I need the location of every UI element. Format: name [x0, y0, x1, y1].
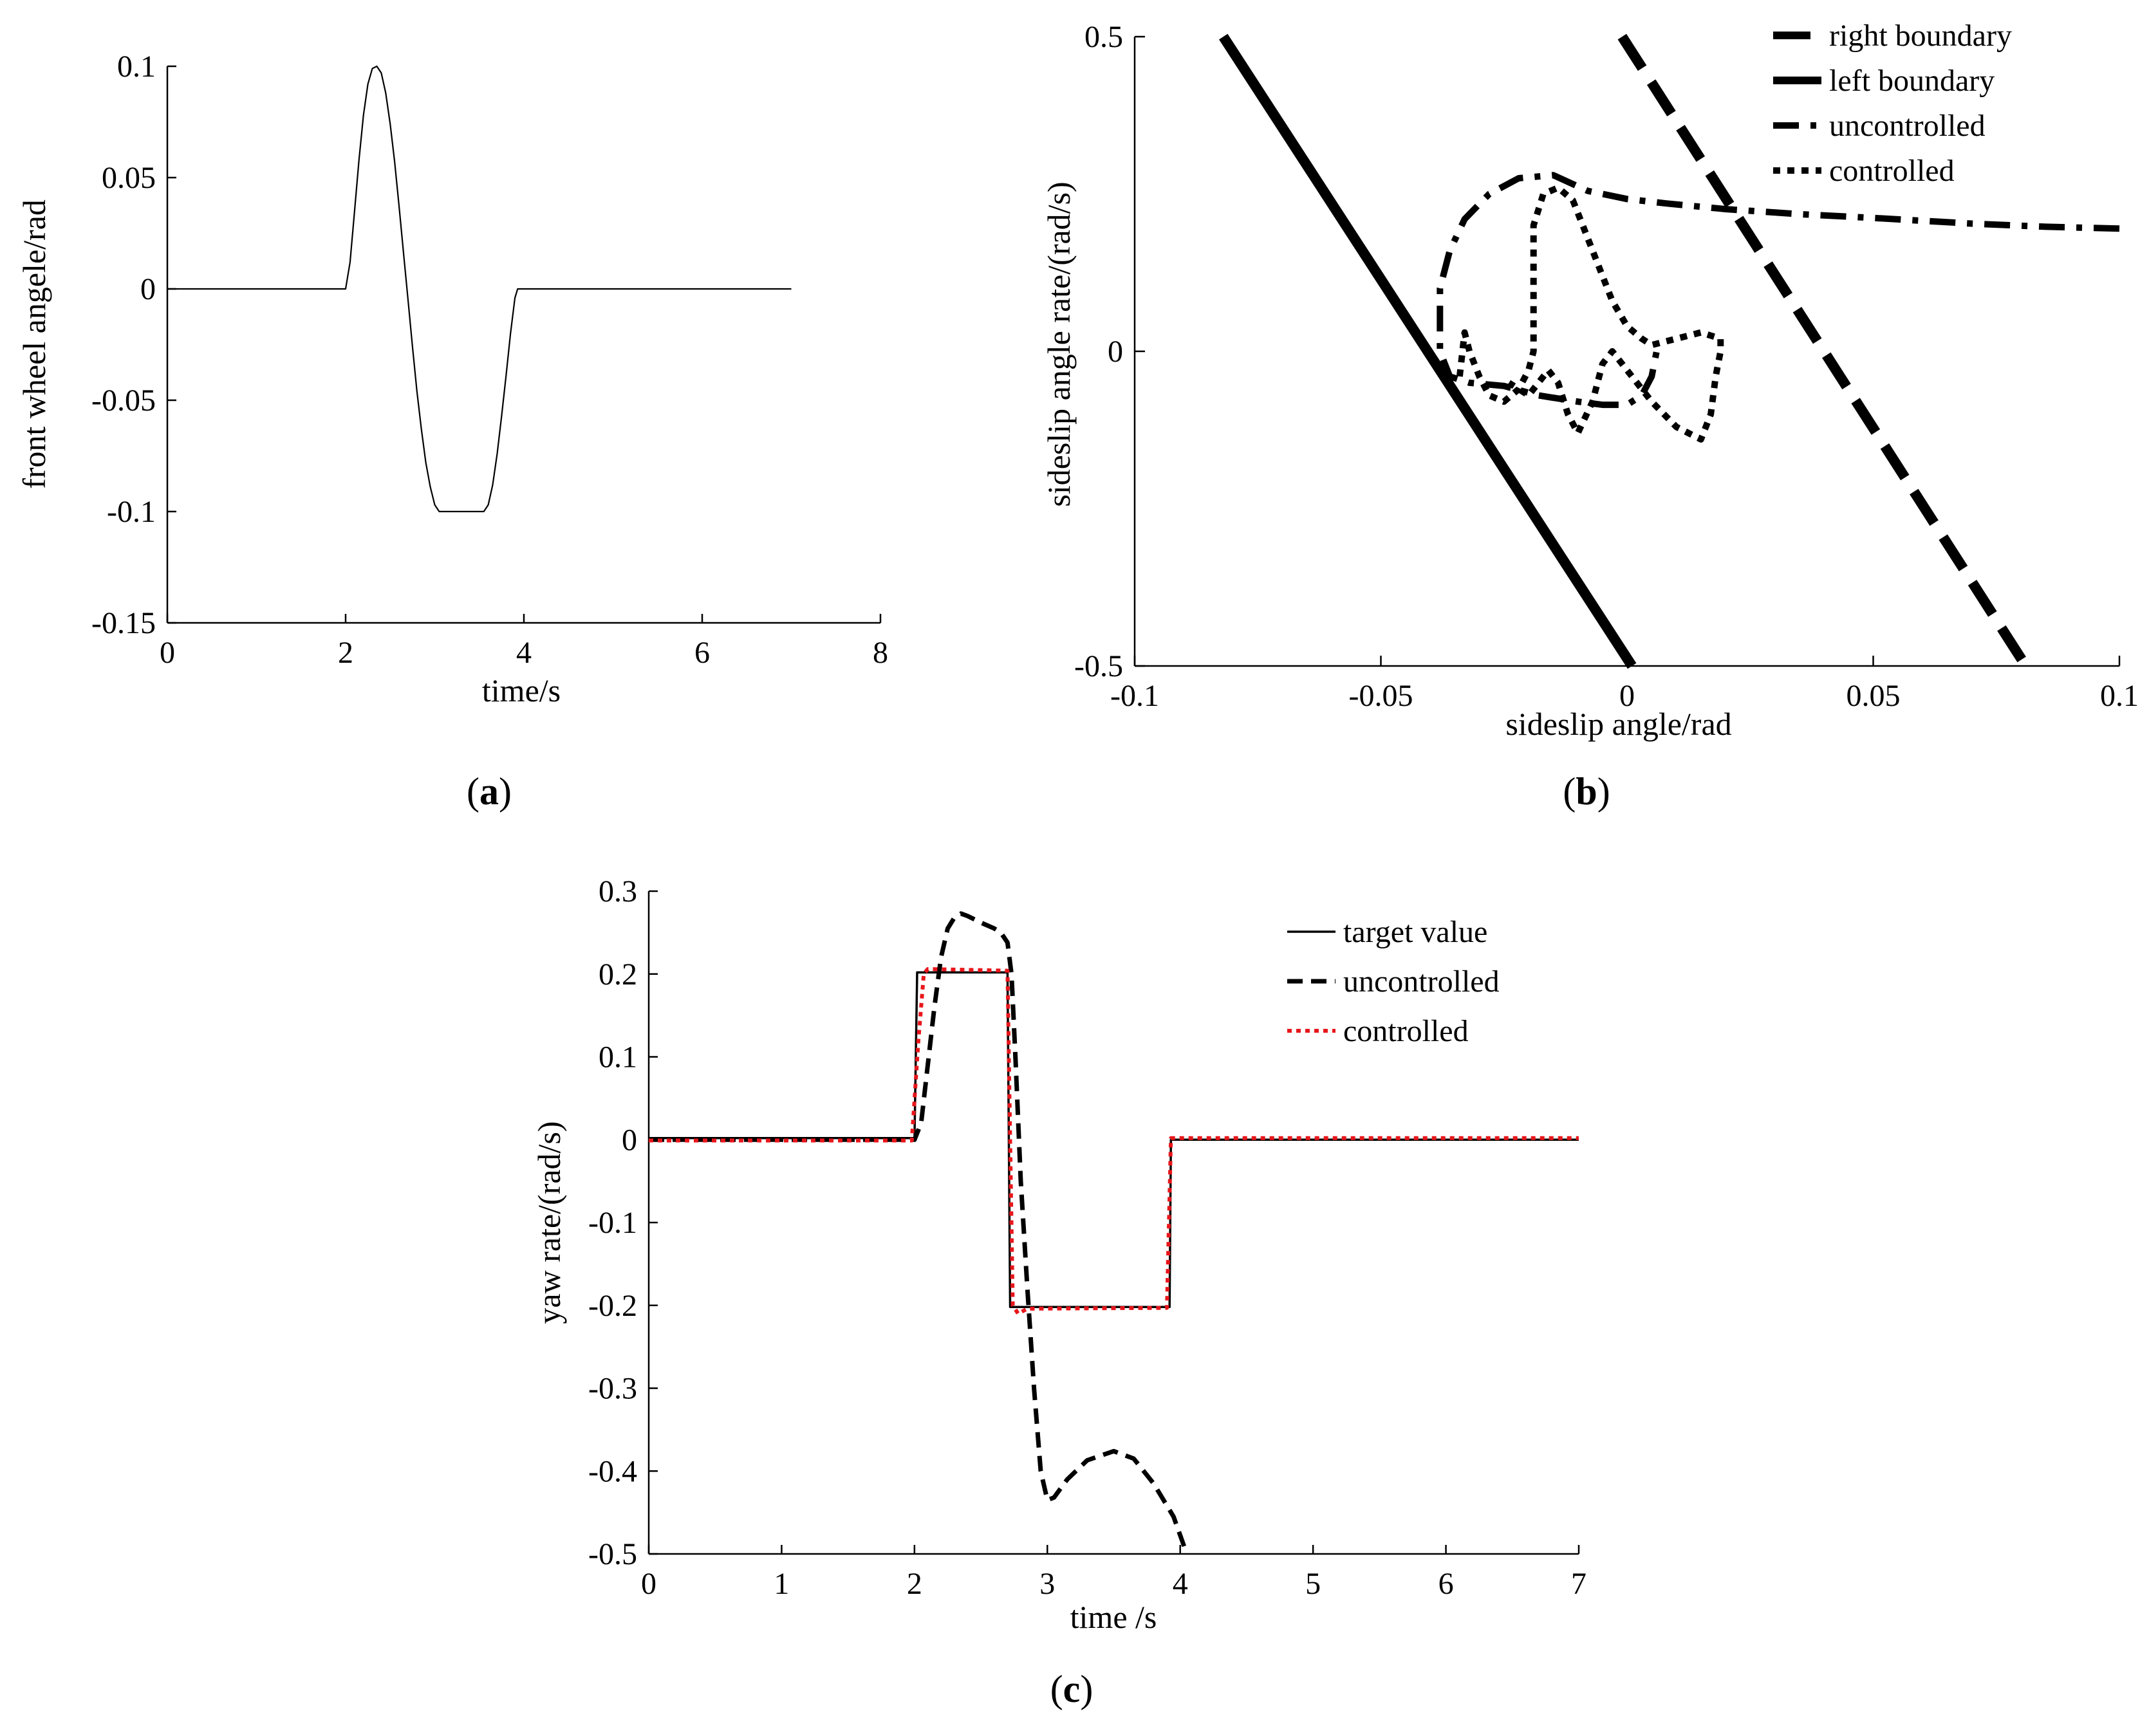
- y-tick-label: -0.15: [91, 606, 156, 640]
- y-axis-label: sideslip angle rate/(rad/s): [1041, 181, 1077, 506]
- x-tick-label: 6: [694, 636, 710, 670]
- panel-label: (c): [1050, 1668, 1093, 1710]
- x-tick-label: 0: [1619, 679, 1635, 713]
- x-tick-label: 0.05: [1847, 679, 1901, 713]
- y-tick-label: 0: [140, 272, 156, 306]
- legend-label: target value: [1343, 915, 1487, 949]
- panel-label: (b): [1563, 770, 1610, 813]
- panel-a: 0 2 4 6 8 -0.15 -0.1 -0.05 0 0.05 0.1 time/s front w…: [16, 50, 888, 813]
- legend-label: uncontrolled: [1343, 965, 1500, 999]
- series-line-controlled: [649, 967, 1579, 1316]
- legend-label: uncontrolled: [1829, 109, 1986, 143]
- x-axis-label: time /s: [1070, 1599, 1157, 1635]
- panel-letter: b: [1576, 770, 1597, 813]
- x-axis-label: sideslip angle/rad: [1505, 706, 1731, 742]
- x-tick-label: 0.1: [2100, 679, 2139, 713]
- y-tick-label: -0.1: [107, 495, 156, 529]
- series-line-controlled: [1456, 184, 1724, 443]
- y-tick-label: -0.5: [588, 1537, 637, 1571]
- x-tick-label: 4: [1173, 1567, 1188, 1601]
- y-tick-label: -0.05: [91, 383, 156, 418]
- series-line-right-boundary: [1617, 33, 2031, 669]
- y-axis-label: front wheel angele/rad: [16, 199, 52, 489]
- x-tick-label: 0: [160, 636, 175, 670]
- x-tick-label: 8: [873, 636, 888, 670]
- series-line-left-boundary: [1218, 33, 1637, 669]
- x-tick-label: 7: [1571, 1567, 1586, 1601]
- y-axis-label: yaw rate/(rad/s): [531, 1121, 567, 1324]
- y-tick-label: 0.05: [102, 161, 156, 195]
- y-tick-label: 0.3: [599, 874, 637, 909]
- panel-label: (a): [467, 770, 512, 813]
- x-tick-label: 4: [516, 636, 532, 670]
- panel-letter: a: [479, 770, 499, 813]
- y-tick-label: 0.1: [117, 50, 156, 84]
- x-tick-label: -0.05: [1349, 679, 1413, 713]
- x-tick-label: -0.1: [1110, 679, 1159, 713]
- x-tick-label: 6: [1438, 1567, 1454, 1601]
- y-tick-label: -0.1: [588, 1206, 637, 1240]
- legend-label: right boundary: [1829, 19, 2012, 53]
- x-axis-label: time/s: [482, 672, 561, 708]
- y-tick-label: -0.4: [588, 1454, 637, 1488]
- panel-b: -0.1 -0.05 0 0.05 0.1 -0.5 0 0.5 sideslip angle/…: [1041, 19, 2139, 813]
- y-tick-label: -0.2: [588, 1289, 637, 1323]
- y-tick-label: 0.1: [599, 1040, 637, 1075]
- x-tick-label: 2: [907, 1567, 922, 1601]
- panel-c: 0 1 2 3 4 5 6 7 -0.5 -0.4 -0.3 -0.2 -0.1 0 0.1 0.2 0.3 ti…: [531, 874, 1586, 1710]
- x-tick-label: 3: [1039, 1567, 1055, 1601]
- y-tick-label: 0: [1108, 335, 1123, 369]
- series-line-uncontrolled: [649, 911, 1189, 1555]
- series-line-signal: [167, 65, 792, 513]
- y-tick-label: 0.5: [1084, 20, 1123, 54]
- panel-letter: c: [1063, 1668, 1081, 1710]
- legend-label: left boundary: [1829, 64, 1995, 98]
- x-tick-label: 0: [641, 1567, 656, 1601]
- legend-label: controlled: [1343, 1014, 1469, 1048]
- x-tick-label: 5: [1305, 1567, 1321, 1601]
- y-tick-label: 0: [622, 1123, 637, 1157]
- y-tick-label: 0.2: [599, 957, 637, 992]
- y-tick-label: -0.5: [1074, 649, 1123, 683]
- x-tick-label: 1: [774, 1567, 789, 1601]
- legend-label: controlled: [1829, 154, 1955, 188]
- y-tick-label: -0.3: [588, 1372, 637, 1406]
- x-tick-label: 2: [338, 636, 353, 670]
